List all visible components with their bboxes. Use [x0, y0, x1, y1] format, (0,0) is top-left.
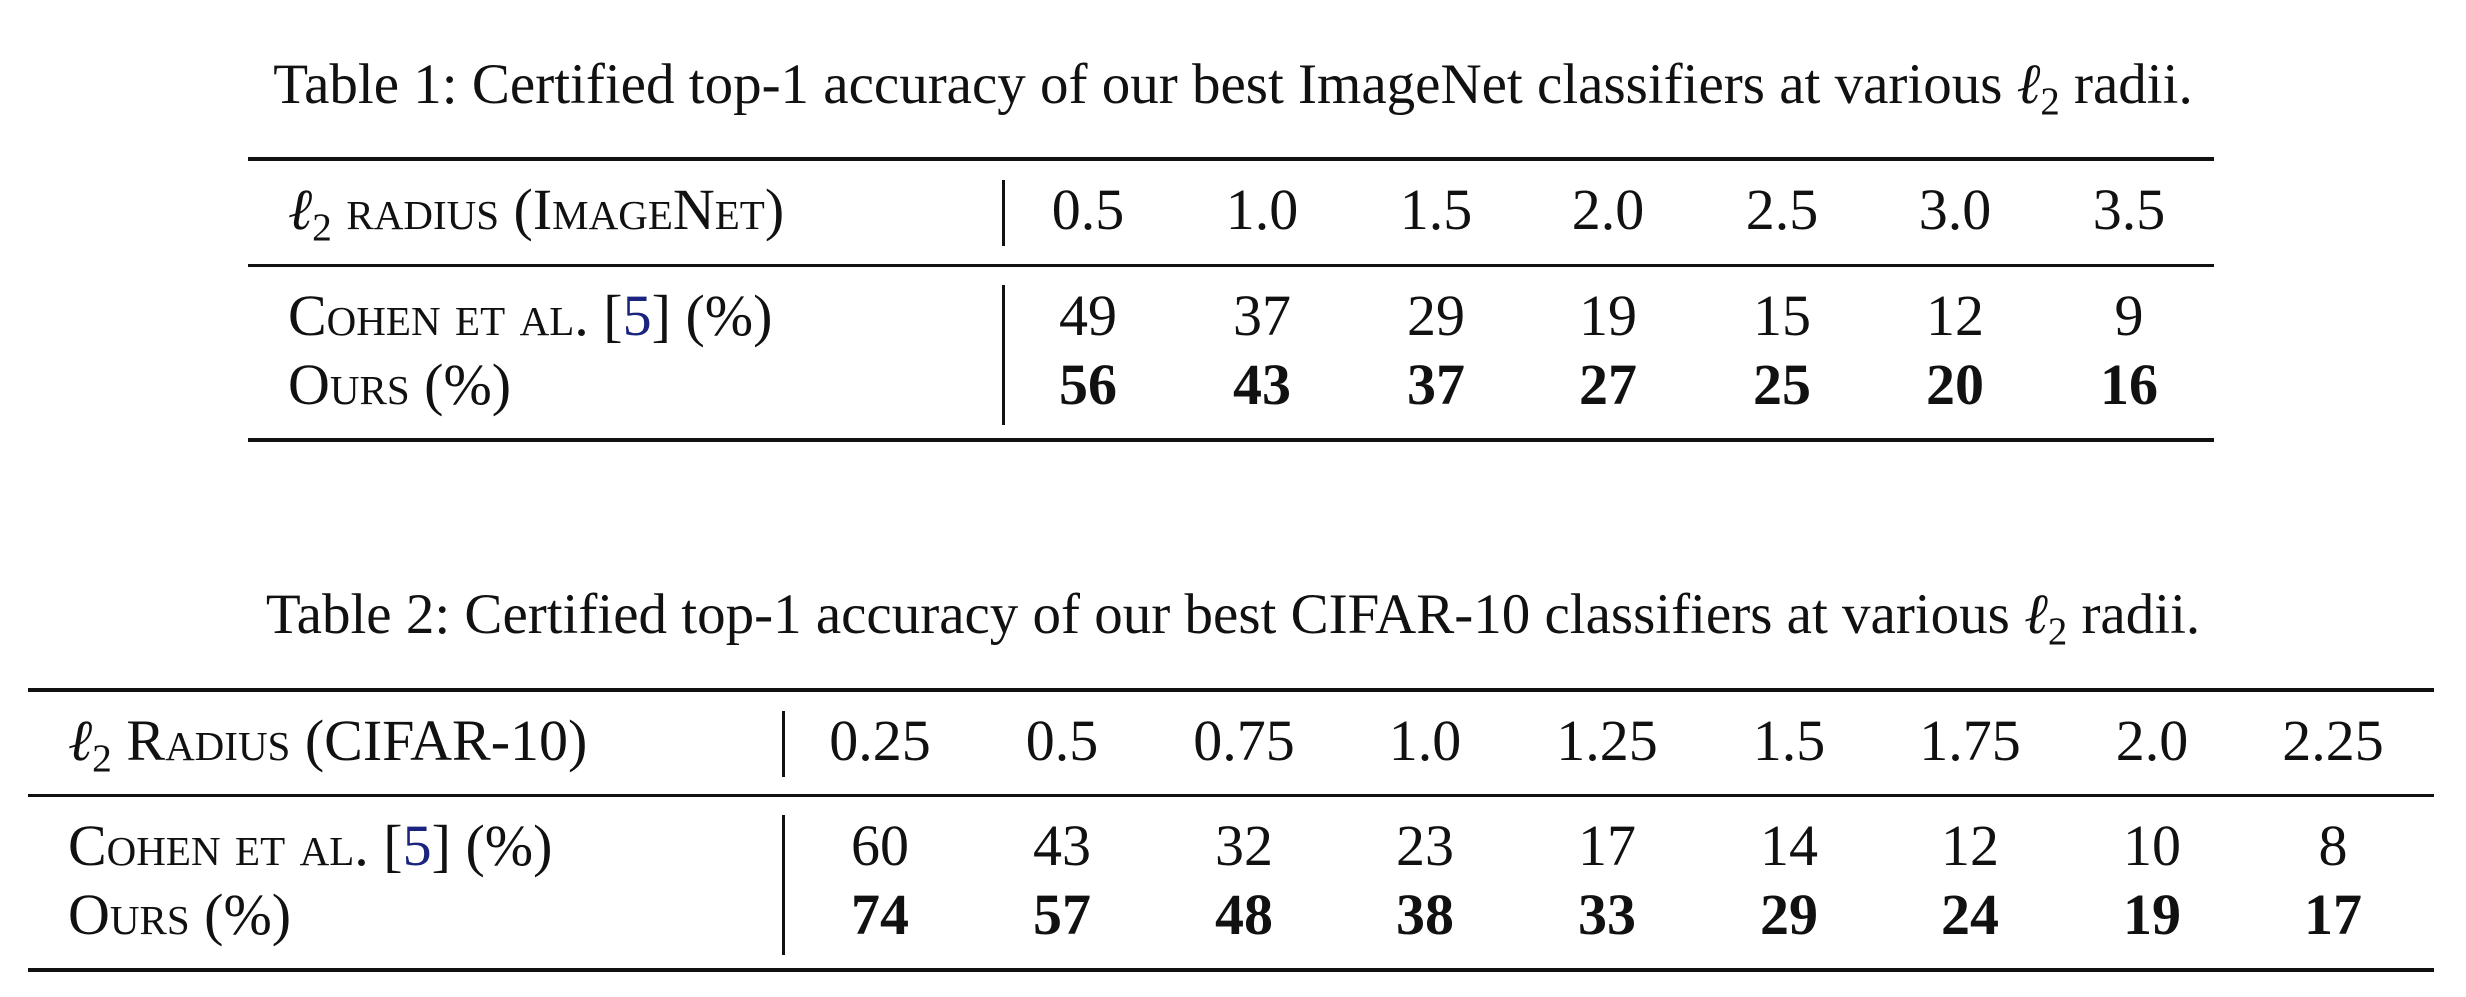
table-1-cohen-value: 19 [1579, 283, 1637, 348]
table-1-radius: 3.0 [1918, 177, 1992, 242]
table-2-cohen-value: 12 [1941, 813, 1999, 878]
table-1-ours-value: 20 [1926, 352, 1984, 417]
table-2-cohen-value: 32 [1215, 813, 1273, 878]
table-1-cohen-value: 37 [1233, 283, 1291, 348]
table-2-radius: 0.25 [829, 708, 931, 773]
table-2-cohen-value: 23 [1396, 813, 1454, 878]
table-1-bottom-rule [248, 438, 2214, 442]
table-1-ours-value: 37 [1407, 352, 1465, 417]
table-2-ours-value: 74 [851, 882, 909, 947]
table-2-cohen-value: 10 [2123, 813, 2181, 878]
table-2-cohen-value: 43 [1033, 813, 1091, 878]
table-2-radius: 1.25 [1556, 708, 1658, 773]
table-1-header-label: ℓ2 radius (ImageNet) [288, 177, 785, 250]
table-2-radius: 1.5 [1752, 708, 1826, 773]
table-1-cohen-value: 49 [1059, 283, 1117, 348]
table-1-cohen-value: 15 [1753, 283, 1811, 348]
table-2-radius: 0.75 [1193, 708, 1295, 773]
table-1-row-label-cohen: Cohen et al. [5] (%) [288, 283, 773, 348]
table-1-ours-value: 27 [1579, 352, 1637, 417]
table-2-radius: 1.75 [1919, 708, 2021, 773]
table-2-radius: 2.0 [2115, 708, 2189, 773]
table-1-ours-value: 43 [1233, 352, 1291, 417]
table-1-ours-value: 16 [2100, 352, 2158, 417]
table-2-ours-value: 38 [1396, 882, 1454, 947]
table-1-radius: 2.0 [1571, 177, 1645, 242]
table-2-header-label: ℓ2 Radius (CIFAR-10) [68, 708, 588, 781]
table-1-cohen-value: 12 [1926, 283, 1984, 348]
table-2-radius: 1.0 [1388, 708, 1462, 773]
table-1-radius: 1.5 [1399, 177, 1473, 242]
table-1-cohen-value: 9 [2114, 283, 2144, 348]
citation-link[interactable]: 5 [622, 283, 652, 348]
table-2-caption: Table 2: Certified top-1 accuracy of our… [265, 583, 2201, 653]
table-2-ours-value: 29 [1760, 882, 1818, 947]
table-2-mid-rule [28, 794, 2434, 797]
table-2-ours-value: 57 [1033, 882, 1091, 947]
table-2-header-divider [782, 711, 785, 777]
table-1-cohen-value: 29 [1407, 283, 1465, 348]
table-1-radius: 1.0 [1225, 177, 1299, 242]
table-2-row-label-cohen: Cohen et al. [5] (%) [68, 813, 553, 878]
table-2-cohen-value: 14 [1760, 813, 1818, 878]
table-2-cohen-value: 60 [851, 813, 909, 878]
table-2-ours-value: 17 [2304, 882, 2362, 947]
table-1-radius: 2.5 [1745, 177, 1819, 242]
table-2-top-rule [28, 688, 2434, 692]
table-1-top-rule [248, 157, 2214, 161]
table-2-bottom-rule [28, 968, 2434, 972]
table-1-ours-value: 25 [1753, 352, 1811, 417]
table-2-ours-value: 19 [2123, 882, 2181, 947]
table-1-row-label-ours: Ours (%) [288, 352, 512, 417]
table-2-ours-value: 48 [1215, 882, 1273, 947]
table-1-header-divider [1002, 180, 1005, 246]
table-1-ours-value: 56 [1059, 352, 1117, 417]
table-2-ours-value: 33 [1578, 882, 1636, 947]
table-2-row-label-ours: Ours (%) [68, 882, 292, 947]
table-2-cohen-value: 8 [2318, 813, 2348, 878]
table-1-radius: 0.5 [1051, 177, 1125, 242]
table-2-radius: 2.25 [2282, 708, 2384, 773]
table-1-mid-rule [248, 264, 2214, 267]
table-2-cohen-value: 17 [1578, 813, 1636, 878]
table-1-radius: 3.5 [2092, 177, 2166, 242]
table-1-caption: Table 1: Certified top-1 accuracy of our… [273, 53, 2193, 123]
table-2-body-divider [782, 815, 785, 955]
table-2-ours-value: 24 [1941, 882, 1999, 947]
table-1-body-divider [1002, 285, 1005, 425]
citation-link[interactable]: 5 [402, 813, 432, 878]
table-2-radius: 0.5 [1025, 708, 1099, 773]
